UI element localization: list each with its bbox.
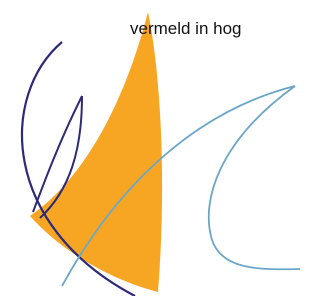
page: vermeld in hog [0, 0, 300, 296]
caption: vermeld in hog [130, 19, 242, 39]
logo [0, 0, 300, 296]
